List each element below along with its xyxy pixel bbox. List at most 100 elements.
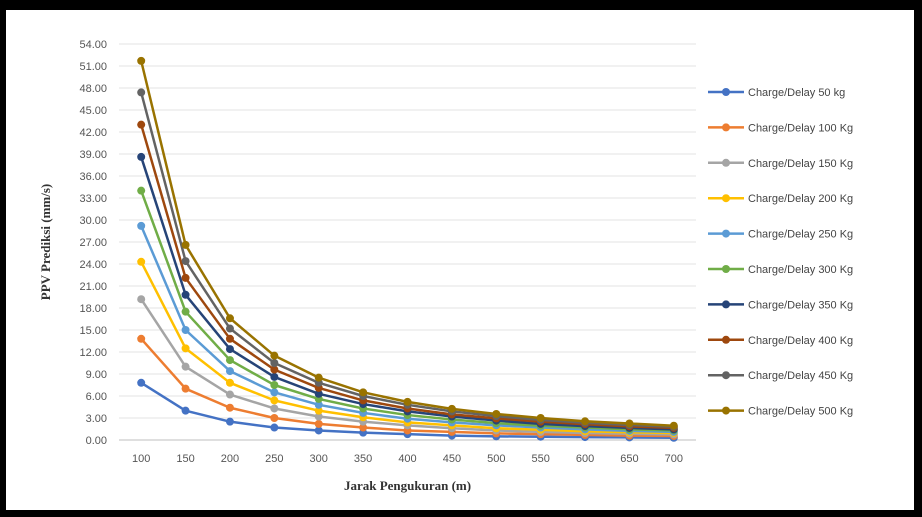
- data-point: [181, 257, 190, 266]
- data-point: [181, 362, 190, 371]
- data-point: [225, 367, 234, 376]
- x-axis-ticks: 100 150 200 250 300 350 400 450 500 550 600 650 700: [132, 453, 683, 465]
- data-point: [137, 56, 146, 65]
- data-point: [492, 409, 501, 418]
- legend-label: Charge/Delay 400 Kg: [748, 335, 853, 347]
- data-point: [137, 88, 146, 97]
- legend-swatch-marker: [722, 265, 730, 273]
- legend-swatch-marker: [722, 123, 730, 132]
- x-tick-label: 400: [398, 453, 416, 465]
- legend-label: Charge/Delay 450 Kg: [748, 370, 853, 382]
- legend-swatch-marker: [722, 406, 730, 415]
- data-point: [270, 372, 279, 381]
- data-point: [137, 334, 146, 343]
- x-tick-label: 250: [265, 453, 283, 465]
- chart-frame: 0.00 3.00 6.00 9.00 12.00 15.00 18.00 21.00 24.0…: [6, 10, 914, 510]
- y-tick-label: 3.00: [86, 413, 107, 425]
- y-tick-label: 48.00: [79, 83, 107, 95]
- data-point: [270, 404, 279, 413]
- legend-swatch-marker: [722, 158, 730, 167]
- series-line: [139, 124, 674, 430]
- legend-swatch-marker: [722, 194, 730, 203]
- series-9: [137, 88, 678, 431]
- data-point: [314, 412, 323, 421]
- data-point: [270, 365, 279, 374]
- series-lines: [137, 56, 678, 442]
- legend-item: Charge/Delay 50 kg: [708, 87, 845, 99]
- legend-swatch-marker: [722, 229, 730, 238]
- data-point: [225, 314, 234, 323]
- legend-label: Charge/Delay 300 Kg: [748, 264, 853, 276]
- data-point: [181, 344, 190, 353]
- legend-label: Charge/Delay 250 Kg: [748, 229, 853, 241]
- data-point: [225, 324, 234, 333]
- legend-item: Charge/Delay 350 Kg: [708, 299, 853, 311]
- data-point: [270, 351, 279, 360]
- data-point: [359, 423, 368, 432]
- x-tick-label: 700: [665, 453, 683, 465]
- y-tick-label: 33.00: [79, 193, 107, 205]
- legend-item: Charge/Delay 100 Kg: [708, 122, 853, 134]
- data-point: [181, 290, 190, 299]
- data-point: [225, 403, 234, 412]
- legend-label: Charge/Delay 150 Kg: [748, 158, 853, 170]
- data-point: [536, 414, 545, 422]
- x-tick-label: 300: [310, 453, 328, 465]
- x-tick-label: 600: [576, 453, 594, 465]
- data-point: [581, 417, 590, 426]
- series-line: [139, 60, 674, 427]
- y-tick-label: 18.00: [79, 303, 107, 315]
- y-tick-label: 27.00: [79, 237, 107, 249]
- x-tick-label: 100: [132, 453, 150, 465]
- legend-label: Charge/Delay 500 Kg: [748, 406, 853, 418]
- legend-label: Charge/Delay 50 kg: [748, 87, 845, 99]
- y-tick-label: 30.00: [79, 215, 107, 227]
- series-7: [137, 152, 678, 434]
- legend-item: Charge/Delay 250 Kg: [708, 229, 853, 241]
- legend-swatch-marker: [722, 335, 730, 344]
- data-point: [225, 390, 234, 399]
- data-point: [137, 221, 146, 230]
- y-tick-label: 6.00: [86, 391, 107, 403]
- data-point: [314, 389, 323, 398]
- data-point: [403, 397, 412, 406]
- data-point: [270, 388, 279, 397]
- data-point: [181, 240, 190, 249]
- data-point: [314, 419, 323, 428]
- y-tick-label: 36.00: [79, 171, 107, 183]
- data-point: [181, 307, 190, 316]
- data-point: [314, 373, 323, 382]
- data-point: [270, 423, 279, 432]
- data-point: [137, 378, 146, 387]
- y-tick-label: 24.00: [79, 259, 107, 271]
- series-line: [140, 190, 674, 432]
- series-10: [137, 56, 678, 430]
- x-tick-label: 550: [531, 453, 549, 465]
- data-point: [225, 334, 234, 343]
- data-point: [225, 417, 234, 426]
- y-tick-label: 21.00: [79, 281, 107, 293]
- data-point: [137, 152, 146, 161]
- y-tick-label: 51.00: [79, 61, 107, 73]
- data-point: [225, 378, 234, 387]
- y-tick-label: 42.00: [79, 127, 107, 139]
- legend-swatch-marker: [722, 371, 730, 380]
- data-point: [137, 186, 146, 195]
- data-point: [181, 273, 190, 282]
- data-point: [447, 404, 456, 413]
- y-tick-label: 0.00: [86, 435, 107, 447]
- legend-item: Charge/Delay 200 Kg: [708, 193, 853, 205]
- legend-label: Charge/Delay 200 Kg: [748, 193, 853, 205]
- data-point: [314, 400, 323, 409]
- chart: 0.00 3.00 6.00 9.00 12.00 15.00 18.00 21.00 24.0…: [38, 39, 853, 493]
- x-tick-label: 500: [487, 453, 505, 465]
- legend-item: Charge/Delay 400 Kg: [708, 335, 853, 347]
- y-tick-label: 45.00: [79, 105, 107, 117]
- y-axis-title: PPV Prediksi (mm/s): [38, 184, 53, 301]
- legend-item: Charge/Delay 500 Kg: [708, 406, 853, 418]
- data-point: [181, 406, 190, 415]
- y-tick-label: 54.00: [79, 39, 107, 51]
- series-8: [137, 120, 678, 432]
- data-point: [137, 257, 146, 266]
- legend-label: Charge/Delay 100 Kg: [748, 122, 853, 134]
